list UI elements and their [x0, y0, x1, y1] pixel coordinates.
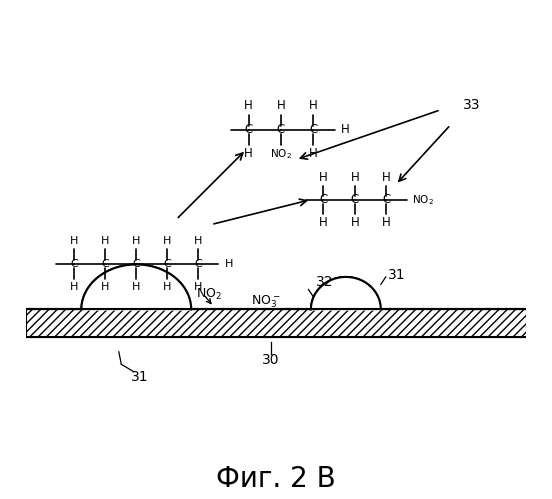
Bar [26, 309, 526, 337]
Text: H: H [319, 216, 328, 229]
Text: H: H [70, 236, 78, 246]
Text: H: H [132, 236, 140, 246]
Text: H: H [101, 236, 109, 246]
Text: H: H [163, 236, 172, 246]
Text: 31: 31 [131, 370, 149, 384]
Text: C: C [382, 193, 390, 206]
Bar [26, 309, 526, 337]
Text: C: C [277, 123, 285, 136]
Text: C: C [71, 259, 78, 269]
Text: C: C [351, 193, 359, 206]
Text: NO$_3^-$: NO$_3^-$ [251, 293, 281, 310]
Text: NO$_2$: NO$_2$ [412, 193, 434, 207]
Text: H: H [244, 99, 253, 112]
Text: H: H [194, 236, 203, 246]
Text: H: H [101, 282, 109, 292]
Text: H: H [309, 99, 318, 112]
Text: C: C [163, 259, 171, 269]
Text: C: C [132, 259, 140, 269]
Text: H: H [244, 147, 253, 160]
Text: H: H [382, 171, 391, 184]
Text: H: H [351, 171, 359, 184]
Text: C: C [102, 259, 109, 269]
Text: H: H [309, 147, 318, 160]
Text: 33: 33 [463, 98, 481, 112]
Text: C: C [245, 123, 253, 136]
Text: C: C [309, 123, 317, 136]
Text: H: H [194, 282, 203, 292]
Text: NO$_2$: NO$_2$ [270, 147, 292, 161]
Text: 31: 31 [388, 268, 406, 282]
Text: H: H [277, 99, 285, 112]
Text: 32: 32 [316, 275, 333, 289]
Text: H: H [132, 282, 140, 292]
Text: NO$_2$: NO$_2$ [195, 287, 221, 302]
Text: H: H [225, 259, 233, 269]
Text: H: H [163, 282, 172, 292]
Text: H: H [70, 282, 78, 292]
Text: H: H [351, 216, 359, 229]
Text: H: H [382, 216, 391, 229]
Text: C: C [319, 193, 327, 206]
Text: H: H [319, 171, 328, 184]
Text: H: H [341, 123, 350, 136]
Text: Фиг. 2 В: Фиг. 2 В [216, 465, 336, 493]
Text: 30: 30 [262, 353, 280, 367]
Text: C: C [194, 259, 202, 269]
